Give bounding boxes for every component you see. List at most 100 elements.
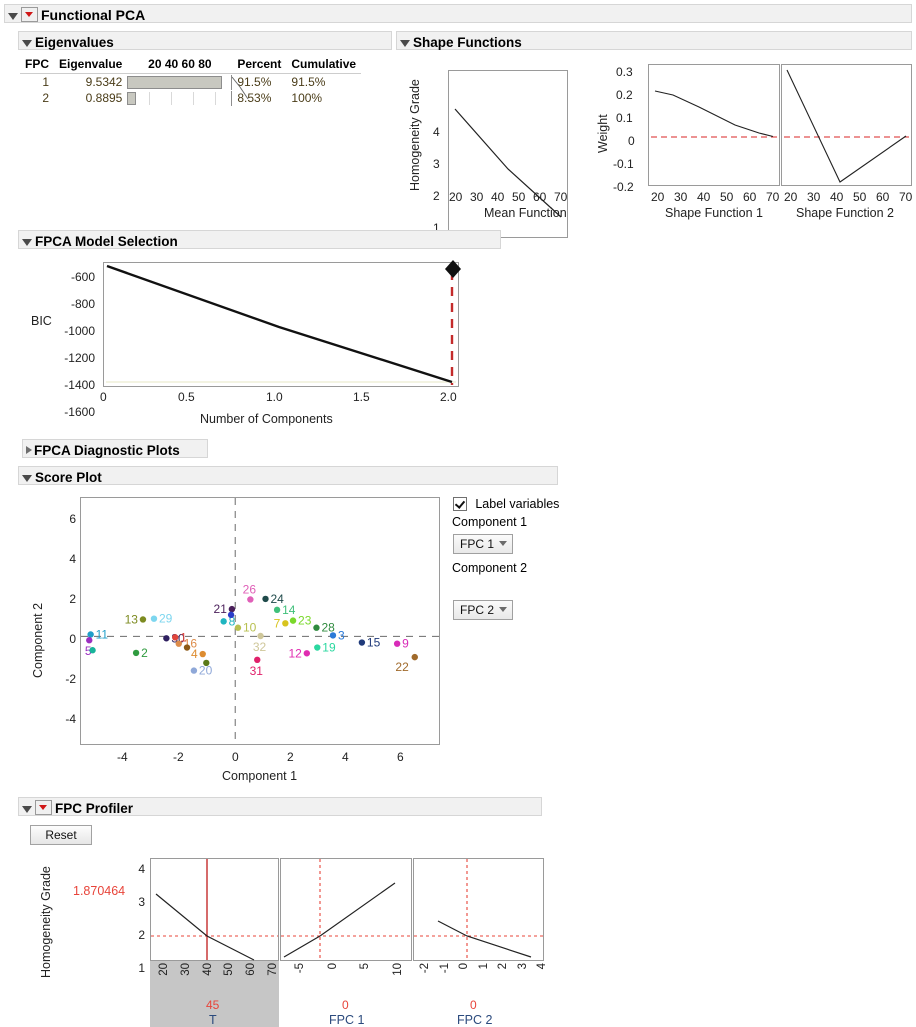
profiler-panel-T[interactable] [150,858,279,961]
xtick: 0.5 [178,390,195,404]
score-point[interactable] [171,634,179,641]
table-row[interactable]: 2 0.8895 8.53% 100% [20,90,361,106]
score-point[interactable] [273,606,281,614]
score-point[interactable] [227,611,235,619]
score-point[interactable] [358,639,366,646]
score-point[interactable] [150,615,158,622]
disclosure-triangle-score-plot[interactable] [22,474,32,482]
disclosure-triangle-eigenvalues[interactable] [22,39,32,47]
shape-function-2-plot[interactable] [781,64,912,186]
bic-ylabel: BIC [31,314,52,328]
disclosure-triangle-shape-functions[interactable] [400,39,410,47]
score-point-label: 19 [322,641,336,655]
ytick: 3 [138,895,145,909]
disclosure-triangle-functional-pca[interactable] [8,12,18,20]
xtick: 50 [720,190,734,204]
eigenvalues-header[interactable]: Eigenvalues [18,31,392,50]
score-point-label: 23 [298,614,312,628]
diagnostic-plots-header[interactable]: FPCA Diagnostic Plots [22,439,208,458]
score-point[interactable] [257,632,264,640]
xtick: 2 [497,963,509,970]
score-point[interactable] [163,635,170,642]
score-point[interactable] [282,620,289,627]
xtick: 0 [232,750,239,764]
xtick: 30 [470,190,484,204]
cell-bar [127,90,233,106]
reset-label: Reset [45,828,77,842]
profiler-t-factor: T [209,1013,217,1027]
weight-ylabel: Weight [596,114,610,154]
ytick: 0.1 [616,111,633,125]
label-variables-row[interactable]: Label variables [453,496,559,511]
score-point[interactable] [314,644,321,651]
score-point[interactable] [228,605,236,613]
ytick: 0 [69,632,76,646]
model-selection-header[interactable]: FPCA Model Selection [18,230,501,249]
table-row[interactable]: 1 9.5342 91.5% 91.5% [20,74,361,91]
functional-pca-header[interactable]: Functional PCA [4,4,912,23]
shape-functions-title: Shape Functions [413,34,522,50]
score-plot-canvas[interactable]: 1152132930116420821102624143231723283121… [80,497,440,745]
disclosure-triangle-model-selection[interactable] [22,238,32,246]
profiler-t-current[interactable]: 45 [206,998,220,1012]
score-point[interactable] [254,656,261,664]
profiler-ylabel: Homogeneity Grade [39,866,53,978]
score-point[interactable] [139,616,147,623]
xtick: 20 [158,963,170,976]
score-point-label: 7 [274,616,281,630]
cell-percent: 8.53% [237,91,272,105]
score-point[interactable] [393,640,401,647]
cell-eigenvalue: 0.8895 [85,91,123,105]
profiler-fpc2-current[interactable]: 0 [470,998,477,1012]
score-point[interactable] [303,650,311,657]
score-point[interactable] [89,647,96,654]
score-point-label: 9 [402,637,409,651]
shape-functions-header[interactable]: Shape Functions [396,31,912,50]
score-plot-header[interactable]: Score Plot [18,466,558,485]
component-1-label: Component 1 [452,515,528,529]
score-point[interactable] [183,644,191,651]
xtick: -2 [173,750,184,764]
fpc-profiler-header[interactable]: FPC Profiler [18,797,542,816]
score-point[interactable] [247,596,254,603]
score-point[interactable] [132,649,140,657]
score-point[interactable] [199,650,206,658]
component-2-select[interactable]: FPC 2 [453,600,513,620]
bic-selected-marker-icon [445,260,461,278]
score-point[interactable] [313,624,320,631]
score-point[interactable] [86,637,93,644]
score-point[interactable] [262,595,269,603]
mean-function-ylabel: Homogeneity Grade [408,79,422,191]
score-point[interactable] [87,631,94,638]
shape-function-1-plot[interactable] [648,64,780,186]
score-point[interactable] [190,667,198,674]
score-point[interactable] [289,617,297,624]
model-selection-title: FPCA Model Selection [35,233,178,249]
bic-plot[interactable] [103,262,459,387]
profiler-panel-FPC2[interactable] [413,858,544,961]
score-point[interactable] [220,618,227,625]
ytick-3: 3 [433,157,440,171]
score-point[interactable] [234,624,242,631]
xtick: 2.0 [440,390,457,404]
component-1-select[interactable]: FPC 1 [453,534,513,554]
disclosure-triangle-diagnostic-plots[interactable] [26,446,32,454]
reset-button[interactable]: Reset [30,825,92,845]
label-variables-checkbox[interactable] [453,496,467,511]
shape-function-2-xlabel: Shape Function 2 [796,206,894,220]
xtick: -2 [419,963,431,974]
disclosure-triangle-fpc-profiler[interactable] [22,805,32,813]
score-point[interactable] [203,659,210,667]
score-point[interactable] [329,632,337,639]
red-triangle-menu-icon[interactable] [35,799,52,815]
profiler-panel-FPC1[interactable] [280,858,412,961]
score-point[interactable] [175,640,182,647]
score-point-label: 22 [395,660,409,674]
profiler-fpc1-current[interactable]: 0 [342,998,349,1012]
xtick: 60 [876,190,890,204]
mean-function-plot[interactable] [448,70,568,238]
xtick: 20 [449,190,463,204]
eigenvalues-title: Eigenvalues [35,34,114,50]
score-point[interactable] [411,653,418,661]
red-triangle-menu-icon[interactable] [21,6,38,22]
